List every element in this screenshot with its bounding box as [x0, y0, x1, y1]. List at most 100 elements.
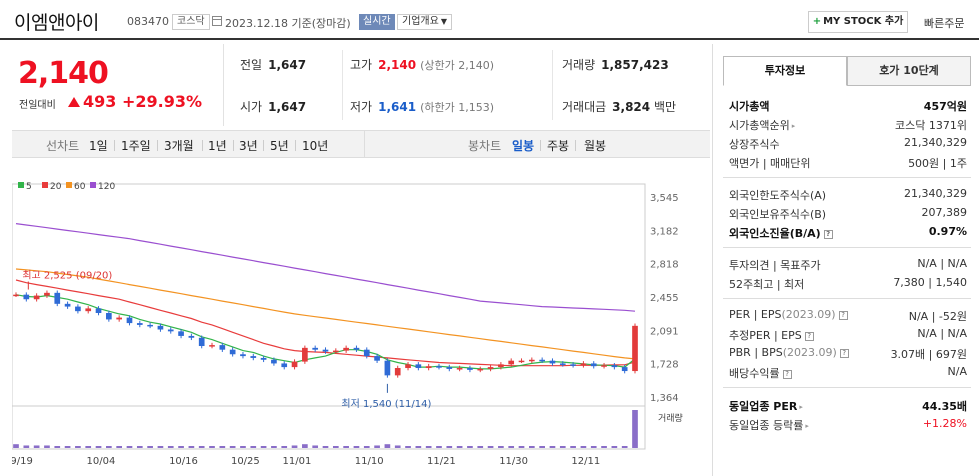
candle-body	[394, 368, 401, 376]
period-10y[interactable]: 10년	[302, 139, 329, 153]
price-date: 2023.12.18 기준(장마감)	[225, 17, 351, 30]
candle-body	[240, 354, 246, 357]
candle-body	[13, 294, 19, 297]
candle-body	[106, 313, 112, 320]
help-icon[interactable]: ?	[804, 331, 814, 341]
candle-body	[95, 308, 102, 314]
y-tick-label: 2,455	[650, 293, 679, 304]
row-par: 액면가 | 매매단위 500원 | 1주	[723, 153, 971, 171]
caret-icon: ▸	[805, 422, 809, 430]
candle-body	[332, 350, 339, 353]
volume-bar	[528, 446, 535, 448]
info-tabs: 투자정보 호가 10단계	[723, 56, 971, 86]
row-label-text: 동일업종 PER	[729, 400, 798, 413]
period-3m[interactable]: 3개월	[164, 139, 194, 153]
row-value: 코스닥 1371위	[895, 119, 967, 132]
row-label: 시가총액	[729, 100, 770, 113]
volume-bar	[240, 446, 246, 448]
row-market-cap-rank: 시가총액순위 ▸ 코스닥 1371위	[723, 115, 971, 133]
up-arrow-icon	[68, 97, 80, 107]
help-icon[interactable]: ?	[782, 369, 792, 379]
row-label: 배당수익률?	[729, 365, 792, 381]
volume-bar	[436, 446, 442, 448]
divider	[364, 131, 365, 157]
row-label: 동일업종 등락률 ▸	[729, 417, 809, 433]
volume-bar	[157, 446, 164, 448]
stat-value: 1,641	[378, 100, 417, 114]
row-label: 외국인소진율(B/A)?	[729, 225, 833, 241]
row-foreign-hold: 외국인보유주식수(B) 207,389	[723, 204, 971, 222]
candle-body	[23, 294, 30, 300]
candle-body	[126, 317, 133, 324]
y-tick-label: 1,364	[650, 393, 679, 404]
help-icon[interactable]: ?	[839, 348, 849, 358]
row-label-text: PER | EPS	[729, 308, 782, 321]
stat-prev-close: 전일 1,647	[240, 56, 306, 73]
company-info-dropdown[interactable]: 기업개요 ▼	[397, 14, 452, 30]
volume-bar	[13, 444, 19, 448]
divider	[723, 387, 971, 388]
row-market-cap: 시가총액 457억원	[723, 96, 971, 114]
separator	[202, 140, 203, 151]
candle-body	[33, 295, 40, 300]
candle-body	[322, 349, 329, 352]
row-value: N/A	[947, 365, 967, 378]
candle-body	[198, 337, 205, 347]
stock-chart[interactable]: 5 20 60 120 3,545 3,182 2,818 2,455 2,091 1,728 1,…	[12, 160, 710, 476]
row-est-per: 추정PER | EPS? N/A | N/A	[723, 325, 971, 343]
tab-invest-info[interactable]: 투자정보	[723, 56, 847, 86]
period-3y[interactable]: 3년	[239, 139, 258, 153]
x-tick-label: 12/11	[571, 456, 600, 467]
period-1w[interactable]: 1주일	[121, 139, 151, 153]
period-weekly[interactable]: 주봉	[547, 139, 570, 153]
quick-order-link[interactable]: 빠른주문	[924, 17, 965, 30]
separator	[295, 140, 296, 151]
legend-swatch	[66, 182, 72, 188]
volume-bar	[415, 446, 422, 448]
row-value: 21,340,329	[904, 187, 967, 200]
volume-bar	[590, 446, 597, 448]
period-monthly[interactable]: 월봉	[584, 139, 607, 153]
volume-bar	[405, 446, 411, 448]
help-icon[interactable]: ?	[838, 310, 848, 320]
volume-bar	[601, 446, 607, 448]
row-pbr: PBR | BPS(2023.09)? 3.07배 | 697원	[723, 344, 971, 362]
volume-bar	[302, 444, 308, 448]
volume-bar	[559, 446, 566, 448]
row-label: 외국인보유주식수(B)	[729, 208, 827, 221]
period-1y[interactable]: 1년	[208, 139, 227, 153]
stat-value: 1,647	[268, 58, 307, 72]
volume-bar	[363, 446, 370, 448]
stat-label: 거래대금	[562, 100, 607, 114]
candle-body	[147, 324, 153, 327]
row-label: 동일업종 PER ▸	[729, 398, 803, 414]
plus-icon: +	[812, 16, 822, 27]
current-price: 2,140	[18, 56, 109, 91]
stat-label: 저가	[350, 100, 373, 114]
volume-bar	[477, 446, 484, 448]
help-icon[interactable]: ?	[823, 229, 833, 239]
realtime-button[interactable]: 실시간	[359, 14, 395, 30]
period-daily[interactable]: 일봉	[512, 139, 535, 153]
period-5y[interactable]: 5년	[270, 139, 289, 153]
row-value: 207,389	[921, 206, 968, 219]
y-tick-label: 1,728	[650, 360, 679, 371]
row-label-year: (2023.09)	[782, 346, 837, 359]
candle-body	[343, 347, 349, 351]
tab-orderbook[interactable]: 호가 10단계	[847, 56, 971, 86]
x-tick-label: 10/16	[169, 456, 198, 467]
add-mystock-label: MY STOCK 추가	[823, 16, 904, 27]
add-mystock-button[interactable]: + MY STOCK 추가	[808, 11, 908, 33]
chevron-down-icon: ▼	[440, 17, 447, 26]
volume-bar	[580, 446, 587, 448]
row-52w: 52주최고 | 최저 7,380 | 1,540	[723, 274, 971, 292]
row-label-text: 외국인소진율(B/A)	[729, 227, 821, 240]
candle-body	[477, 368, 484, 371]
candle-body	[570, 364, 576, 366]
row-shares: 상장주식수 21,340,329	[723, 134, 971, 152]
change-value: 493	[83, 92, 117, 111]
row-value: 21,340,329	[904, 136, 967, 149]
volume-bar	[229, 446, 236, 448]
row-label-text: 동일업종 등락률	[729, 419, 804, 432]
period-1d[interactable]: 1일	[89, 139, 108, 153]
